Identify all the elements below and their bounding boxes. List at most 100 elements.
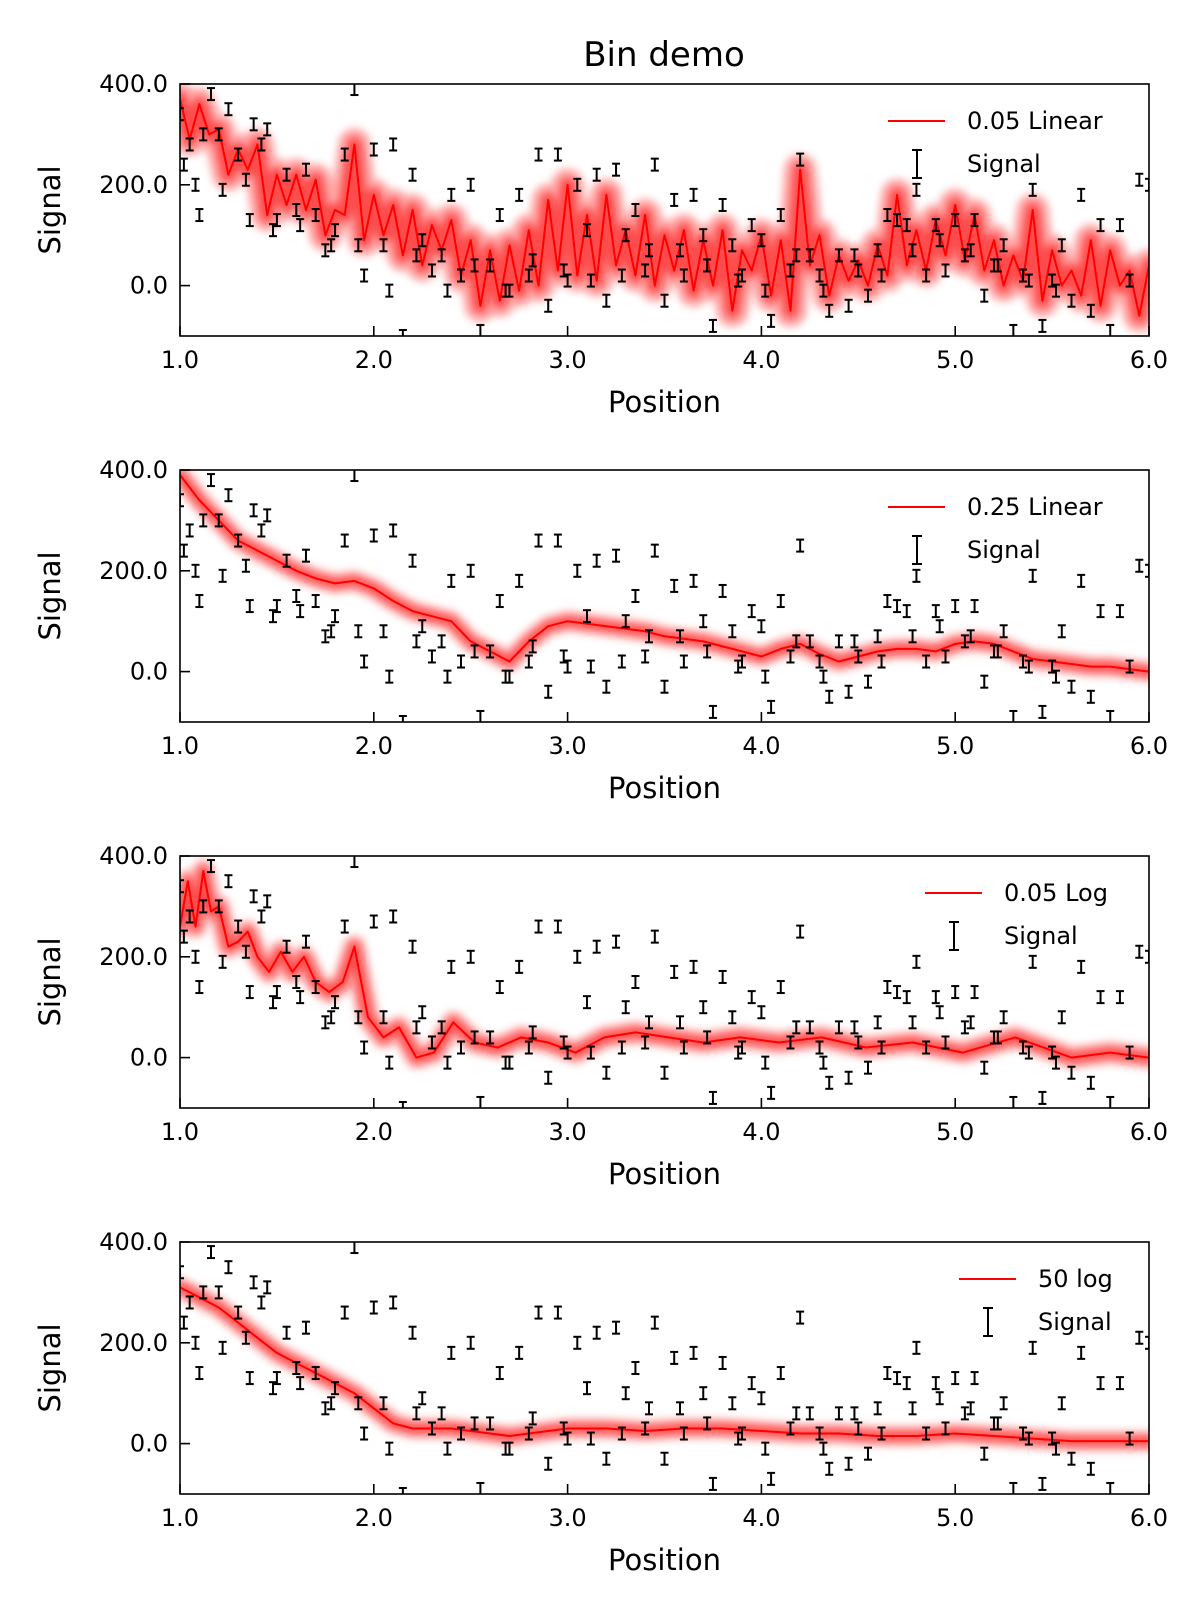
x-tick-label: 3.0: [549, 346, 587, 374]
signal-errorbar: [505, 669, 514, 684]
signal-errorbar: [528, 1411, 537, 1426]
signal-errorbar: [676, 243, 685, 258]
signal-errorbar: [612, 548, 621, 563]
signal-errorbar: [528, 639, 537, 654]
legend-entry-signal: Signal: [967, 150, 1041, 178]
signal-errorbar: [586, 1045, 595, 1060]
signal-errorbar: [966, 243, 975, 258]
signal-errorbar: [1125, 1045, 1134, 1060]
signal-errorbar: [385, 1441, 394, 1456]
signal-errorbar: [418, 619, 427, 634]
signal-errorbar: [486, 1030, 495, 1045]
signal-errorbar: [311, 208, 320, 223]
signal-errorbar: [617, 268, 626, 283]
signal-errorbar: [676, 1015, 685, 1030]
signal-errorbar: [263, 1280, 272, 1295]
x-tick-label: 4.0: [742, 1118, 780, 1146]
signal-errorbar: [776, 980, 785, 995]
axes-frame: [179, 855, 1150, 1109]
signal-errorbar: [650, 929, 659, 944]
signal-errorbar: [877, 1426, 886, 1441]
signal-errorbar: [427, 1035, 436, 1050]
signal-errorbar: [398, 329, 407, 336]
signal-errorbar: [819, 669, 828, 684]
signal-errorbar: [447, 959, 456, 974]
signal-errorbar: [350, 1242, 359, 1255]
signal-errorbar: [476, 323, 485, 336]
signal-errorbar: [470, 1416, 479, 1431]
signal-errorbar: [708, 704, 717, 719]
legend: 50 log Signal: [959, 1265, 1113, 1337]
bin-band: [180, 1277, 1149, 1452]
signal-errorbar: [641, 649, 650, 664]
signal-points: [180, 470, 1149, 722]
bin-line: [180, 98, 1149, 317]
signal-errorbar: [660, 679, 669, 694]
signal-errorbar: [249, 117, 258, 132]
legend-entry-bin: 0.05 Log: [1004, 879, 1108, 907]
signal-errorbar: [980, 674, 989, 689]
signal-errorbar: [447, 1345, 456, 1360]
signal-errorbar: [850, 1020, 859, 1035]
signal-errorbar: [199, 1285, 208, 1300]
x-tick-label: 2.0: [355, 346, 393, 374]
signal-errorbar: [912, 568, 921, 583]
signal-errorbar: [761, 1441, 770, 1456]
signal-errorbar: [877, 268, 886, 283]
signal-errorbar: [379, 624, 388, 639]
signal-errorbar: [1135, 1330, 1144, 1345]
signal-errorbar: [534, 919, 543, 934]
signal-errorbar: [660, 1065, 669, 1080]
signal-errorbar: [805, 634, 814, 649]
signal-errorbar: [834, 634, 843, 649]
signal-errorbar: [470, 644, 479, 659]
x-tick-label: 1.0: [161, 346, 199, 374]
signal-errorbar: [761, 283, 770, 298]
signal-errorbar: [327, 1396, 336, 1411]
signal-errorbar: [854, 263, 863, 278]
signal-errorbar: [761, 669, 770, 684]
signal-errorbar: [1024, 659, 1033, 674]
signal-errorbar: [993, 1416, 1002, 1431]
x-tick-label: 5.0: [936, 1118, 974, 1146]
signal-errorbar: [815, 654, 824, 669]
signal-errorbar: [1028, 182, 1037, 197]
signal-errorbar: [970, 1371, 979, 1386]
signal-errorbar: [207, 1245, 216, 1260]
signal-errorbar: [486, 1416, 495, 1431]
signal-errorbar: [689, 573, 698, 588]
signal-errorbar: [524, 654, 533, 669]
signal-errorbar: [796, 924, 805, 939]
signal-errorbar: [815, 1040, 824, 1055]
signal-errorbar: [1067, 1451, 1076, 1466]
signal-errorbar: [893, 599, 902, 614]
signal-errorbar: [1019, 1040, 1028, 1055]
signal-errorbar: [311, 980, 320, 995]
signal-errorbar: [296, 1376, 305, 1391]
signal-errorbar: [792, 1020, 801, 1035]
signal-errorbar: [573, 563, 582, 578]
signal-errorbar: [883, 1366, 892, 1381]
signal-errorbar: [501, 1055, 510, 1070]
signal-errorbar: [486, 258, 495, 273]
signal-errorbar: [922, 268, 931, 283]
signal-errorbar: [621, 614, 630, 629]
signal-errorbar: [199, 513, 208, 528]
signal-errorbar: [214, 513, 223, 528]
signal-errorbar: [257, 909, 266, 924]
signal-errorbar: [427, 263, 436, 278]
signal-errorbar: [180, 879, 184, 894]
signal-errorbar: [234, 147, 243, 162]
signal-errorbar: [1135, 558, 1144, 573]
signal-errorbar: [495, 980, 504, 995]
signal-errorbar: [350, 470, 359, 483]
signal-errorbar: [385, 1055, 394, 1070]
signal-errorbar: [703, 258, 712, 273]
signal-errorbar: [825, 1461, 834, 1476]
signal-errorbar: [379, 1010, 388, 1025]
signal-errorbar: [644, 629, 653, 644]
signal-errorbar: [792, 634, 801, 649]
signal-errorbar: [573, 1335, 582, 1350]
signal-errorbar: [761, 1055, 770, 1070]
signal-errorbar: [360, 1426, 369, 1441]
